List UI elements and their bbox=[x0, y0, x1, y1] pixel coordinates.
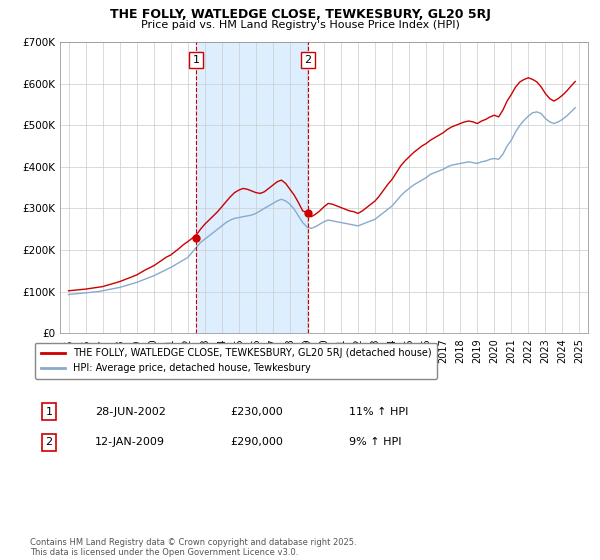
Text: £230,000: £230,000 bbox=[230, 407, 283, 417]
Text: 2: 2 bbox=[46, 437, 52, 447]
Text: 2: 2 bbox=[304, 55, 311, 65]
Legend: THE FOLLY, WATLEDGE CLOSE, TEWKESBURY, GL20 5RJ (detached house), HPI: Average p: THE FOLLY, WATLEDGE CLOSE, TEWKESBURY, G… bbox=[35, 343, 437, 379]
Text: 28-JUN-2002: 28-JUN-2002 bbox=[95, 407, 166, 417]
Text: Contains HM Land Registry data © Crown copyright and database right 2025.
This d: Contains HM Land Registry data © Crown c… bbox=[30, 538, 356, 557]
Text: 9% ↑ HPI: 9% ↑ HPI bbox=[349, 437, 401, 447]
Text: 12-JAN-2009: 12-JAN-2009 bbox=[95, 437, 165, 447]
Text: 1: 1 bbox=[46, 407, 52, 417]
Text: 1: 1 bbox=[193, 55, 200, 65]
Bar bbox=[196, 42, 308, 333]
Text: Price paid vs. HM Land Registry's House Price Index (HPI): Price paid vs. HM Land Registry's House … bbox=[140, 20, 460, 30]
Text: £290,000: £290,000 bbox=[230, 437, 283, 447]
Text: 11% ↑ HPI: 11% ↑ HPI bbox=[349, 407, 408, 417]
Text: THE FOLLY, WATLEDGE CLOSE, TEWKESBURY, GL20 5RJ: THE FOLLY, WATLEDGE CLOSE, TEWKESBURY, G… bbox=[110, 8, 490, 21]
